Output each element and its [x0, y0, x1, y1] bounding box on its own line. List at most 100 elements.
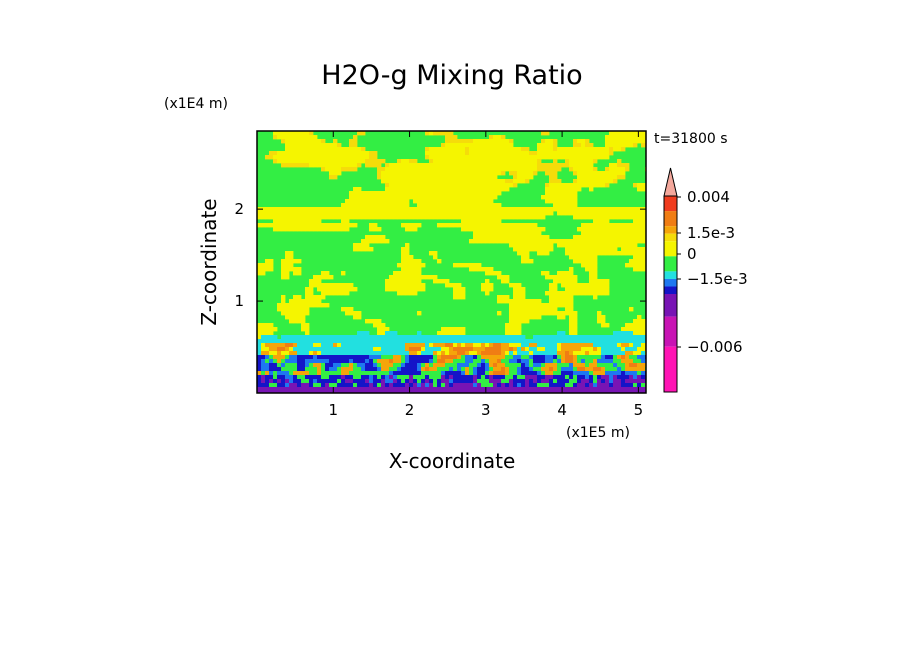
- contour-cell: [505, 163, 510, 168]
- contour-cell: [501, 387, 506, 392]
- contour-cell: [365, 387, 370, 392]
- contour-cell: [373, 383, 378, 388]
- contour-cell: [309, 387, 314, 392]
- contour-cell: [457, 199, 462, 204]
- contour-cell: [501, 359, 506, 364]
- contour-cell: [365, 367, 370, 372]
- contour-cell: [561, 211, 566, 216]
- contour-cell: [277, 307, 282, 312]
- contour-cell: [577, 215, 582, 220]
- contour-cell: [413, 387, 418, 392]
- contour-cell: [409, 271, 414, 276]
- contour-cell: [585, 147, 590, 152]
- contour-cell: [561, 183, 566, 188]
- contour-cell: [557, 383, 562, 388]
- contour-cell: [437, 159, 442, 164]
- contour-cell: [417, 335, 422, 340]
- contour-cell: [405, 351, 410, 356]
- contour-cell: [501, 135, 506, 140]
- contour-cell: [505, 179, 510, 184]
- contour-cell: [325, 143, 330, 148]
- contour-cell: [425, 371, 430, 376]
- contour-cell: [357, 147, 362, 152]
- contour-cell: [525, 379, 530, 384]
- contour-cell: [489, 143, 494, 148]
- contour-cell: [313, 359, 318, 364]
- contour-cell: [449, 211, 454, 216]
- contour-cell: [465, 339, 470, 344]
- contour-cell: [485, 143, 490, 148]
- contour-cell: [413, 339, 418, 344]
- contour-cell: [325, 223, 330, 228]
- contour-cell: [509, 371, 514, 376]
- contour-cell: [577, 155, 582, 160]
- contour-cell: [305, 335, 310, 340]
- contour-cell: [557, 271, 562, 276]
- contour-cell: [265, 339, 270, 344]
- contour-cell: [589, 239, 594, 244]
- contour-cell: [421, 371, 426, 376]
- contour-cell: [589, 215, 594, 220]
- contour-cell: [585, 355, 590, 360]
- contour-cell: [513, 235, 518, 240]
- contour-cell: [317, 211, 322, 216]
- contour-cell: [273, 151, 278, 156]
- contour-cell: [525, 247, 530, 252]
- contour-cell: [609, 207, 614, 212]
- contour-cell: [489, 159, 494, 164]
- contour-cell: [589, 339, 594, 344]
- contour-cell: [609, 383, 614, 388]
- contour-cell: [537, 303, 542, 308]
- contour-cell: [473, 227, 478, 232]
- contour-cell: [313, 299, 318, 304]
- contour-cell: [525, 179, 530, 184]
- contour-cell: [509, 155, 514, 160]
- contour-cell: [449, 131, 454, 136]
- contour-cell: [485, 219, 490, 224]
- contour-cell: [509, 299, 514, 304]
- contour-cell: [377, 163, 382, 168]
- contour-cell: [373, 235, 378, 240]
- contour-cell: [473, 187, 478, 192]
- contour-cell: [513, 339, 518, 344]
- contour-cell: [633, 323, 638, 328]
- contour-cell: [261, 207, 266, 212]
- contour-cell: [325, 287, 330, 292]
- contour-cell: [457, 339, 462, 344]
- contour-cell: [325, 371, 330, 376]
- contour-cell: [297, 315, 302, 320]
- contour-cell: [405, 375, 410, 380]
- contour-cell: [341, 367, 346, 372]
- contour-cell: [349, 335, 354, 340]
- contour-cell: [581, 171, 586, 176]
- contour-cell: [621, 147, 626, 152]
- contour-cell: [293, 211, 298, 216]
- contour-cell: [457, 159, 462, 164]
- contour-cell: [589, 363, 594, 368]
- contour-cell: [421, 287, 426, 292]
- contour-cell: [581, 371, 586, 376]
- contour-cell: [457, 215, 462, 220]
- contour-cell: [573, 363, 578, 368]
- contour-cell: [537, 251, 542, 256]
- contour-cell: [633, 215, 638, 220]
- contour-cell: [433, 151, 438, 156]
- contour-cell: [473, 143, 478, 148]
- contour-cell: [501, 235, 506, 240]
- contour-cell: [633, 347, 638, 352]
- contour-cell: [577, 287, 582, 292]
- contour-cell: [613, 351, 618, 356]
- contour-cell: [293, 219, 298, 224]
- contour-cell: [269, 223, 274, 228]
- contour-cell: [361, 215, 366, 220]
- contour-cell: [557, 207, 562, 212]
- contour-cell: [365, 247, 370, 252]
- contour-cell: [337, 371, 342, 376]
- contour-cell: [393, 271, 398, 276]
- contour-cell: [593, 211, 598, 216]
- contour-cell: [589, 275, 594, 280]
- contour-cell: [341, 391, 346, 393]
- contour-cell: [589, 347, 594, 352]
- contour-cell: [389, 203, 394, 208]
- contour-cell: [629, 143, 634, 148]
